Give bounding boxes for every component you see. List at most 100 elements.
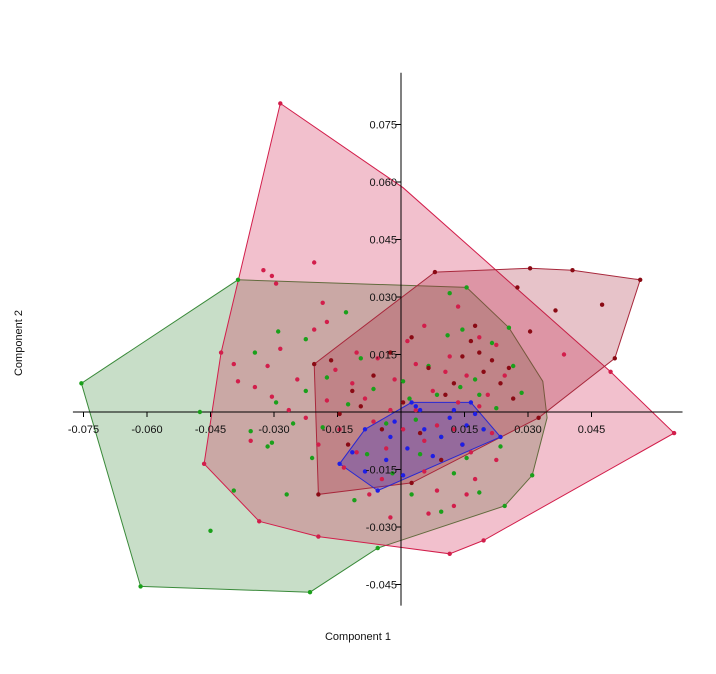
data-point-series-1 xyxy=(309,455,315,461)
data-point-series-2 xyxy=(464,492,469,497)
data-point-series-4 xyxy=(417,407,423,413)
data-point-series-2 xyxy=(265,363,270,369)
data-point-series-3 xyxy=(460,354,465,359)
data-point-series-4 xyxy=(422,427,427,432)
data-point-series-2 xyxy=(235,379,241,384)
data-point-series-1 xyxy=(371,386,376,392)
data-point-series-2 xyxy=(257,519,262,524)
data-point-series-1 xyxy=(79,381,84,386)
data-point-series-1 xyxy=(303,337,308,342)
data-point-series-2 xyxy=(434,488,440,493)
data-point-series-2 xyxy=(447,551,452,556)
x-tick-label: -0.060 xyxy=(131,424,162,436)
data-point-series-2 xyxy=(354,450,359,455)
data-point-series-2 xyxy=(477,335,482,340)
data-point-series-2 xyxy=(455,304,461,309)
data-point-series-2 xyxy=(481,538,486,543)
data-point-series-3 xyxy=(316,492,321,497)
y-tick-label: -0.015 xyxy=(366,465,397,477)
data-point-series-1 xyxy=(407,396,412,401)
data-point-series-1 xyxy=(417,452,423,457)
data-point-series-2 xyxy=(671,430,677,436)
data-point-series-1 xyxy=(451,471,457,476)
data-point-series-2 xyxy=(422,469,427,474)
data-point-series-2 xyxy=(324,319,330,325)
data-point-series-2 xyxy=(337,427,342,432)
data-point-series-2 xyxy=(608,369,613,374)
data-point-series-2 xyxy=(388,407,393,413)
data-point-series-3 xyxy=(417,430,423,436)
data-point-series-2 xyxy=(362,396,368,401)
data-point-series-2 xyxy=(434,423,440,428)
data-point-series-1 xyxy=(445,333,450,338)
data-point-series-2 xyxy=(316,534,321,539)
data-point-series-1 xyxy=(434,392,440,397)
data-point-series-1 xyxy=(375,545,380,551)
x-tick-label: -0.015 xyxy=(322,424,353,436)
data-point-series-2 xyxy=(312,260,317,265)
data-point-series-4 xyxy=(375,488,380,493)
data-point-series-3 xyxy=(527,329,533,334)
data-point-series-3 xyxy=(432,269,438,275)
data-point-series-2 xyxy=(367,492,372,497)
data-point-series-3 xyxy=(426,365,431,371)
data-point-series-2 xyxy=(561,352,567,357)
data-point-series-2 xyxy=(341,465,347,470)
data-point-series-1 xyxy=(290,421,296,426)
data-point-series-1 xyxy=(307,590,313,595)
data-point-series-1 xyxy=(511,363,516,369)
x-axis-title: Component 1 xyxy=(325,631,391,643)
data-point-series-3 xyxy=(638,277,643,282)
data-point-series-2 xyxy=(354,350,359,355)
hull-series-1 xyxy=(80,279,548,593)
data-point-series-1 xyxy=(364,452,370,457)
data-point-series-1 xyxy=(489,340,495,346)
data-point-series-3 xyxy=(527,266,533,271)
data-point-series-2 xyxy=(464,373,469,378)
y-tick-label: -0.045 xyxy=(366,580,397,592)
data-point-series-4 xyxy=(460,442,465,447)
data-point-series-4 xyxy=(413,404,418,409)
data-point-series-2 xyxy=(489,430,495,436)
data-point-series-2 xyxy=(350,381,355,386)
x-tick-label: -0.045 xyxy=(195,424,226,436)
data-point-series-1 xyxy=(390,471,395,476)
data-point-series-2 xyxy=(494,342,499,348)
data-point-series-2 xyxy=(252,384,258,390)
data-point-series-3 xyxy=(536,415,541,420)
data-point-series-2 xyxy=(494,457,499,463)
data-point-series-2 xyxy=(384,446,389,451)
data-point-series-1 xyxy=(519,390,524,395)
data-point-series-1 xyxy=(502,503,507,509)
tick-labels: -0.075 -0.060 -0.045 -0.030 -0.015 0.015 0.030… xyxy=(68,120,605,592)
data-point-series-3 xyxy=(439,457,444,463)
data-point-series-2 xyxy=(451,503,457,509)
data-point-series-1 xyxy=(324,375,330,380)
data-point-series-3 xyxy=(409,335,414,340)
data-point-series-2 xyxy=(400,427,406,432)
data-point-series-2 xyxy=(201,461,207,466)
data-point-series-3 xyxy=(472,323,478,328)
data-point-series-4 xyxy=(409,400,414,405)
y-tick-label: 0.015 xyxy=(369,350,397,362)
data-point-series-3 xyxy=(388,350,393,355)
y-tick-label: 0.075 xyxy=(369,120,397,132)
data-point-series-2 xyxy=(477,404,482,409)
data-point-series-2 xyxy=(286,407,291,413)
data-point-series-3 xyxy=(371,373,376,378)
data-point-series-1 xyxy=(530,473,535,478)
data-point-series-4 xyxy=(439,434,444,440)
y-tick-label: -0.030 xyxy=(366,522,397,534)
data-point-series-2 xyxy=(422,323,427,328)
data-point-series-2 xyxy=(320,300,325,305)
data-point-series-1 xyxy=(498,444,503,449)
data-point-series-1 xyxy=(458,384,463,390)
data-point-series-1 xyxy=(472,377,478,382)
data-point-series-2 xyxy=(468,450,474,455)
data-point-series-3 xyxy=(350,388,355,394)
data-point-series-2 xyxy=(231,361,236,367)
x-tick-label: 0.015 xyxy=(451,424,479,436)
data-point-series-3 xyxy=(379,427,385,432)
data-point-series-1 xyxy=(197,409,203,415)
